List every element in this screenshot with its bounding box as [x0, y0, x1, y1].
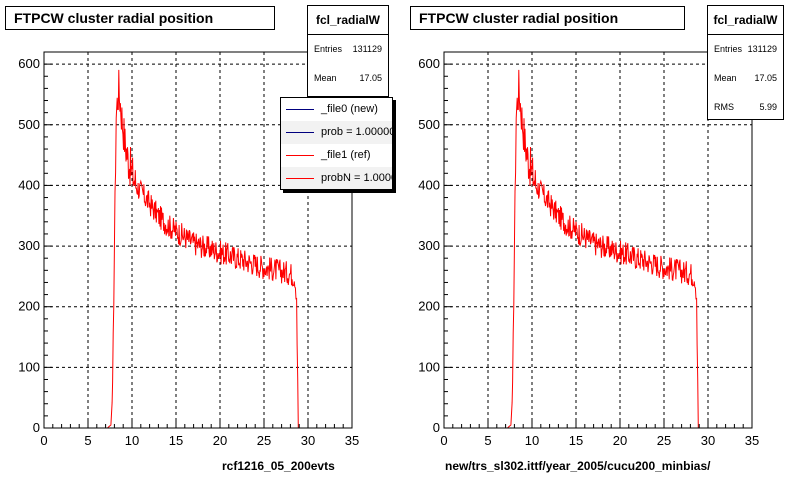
x-tick-label: 15 [569, 433, 583, 448]
x-tick-label: 0 [440, 433, 447, 448]
x-tick-label: 5 [84, 433, 91, 448]
legend-line-swatch [286, 109, 314, 110]
x-tick-label: 5 [484, 433, 491, 448]
legend-label: _file1 (ref) [321, 149, 371, 161]
y-tick-label: 600 [418, 56, 440, 71]
y-tick-label: 0 [33, 420, 40, 435]
left-legend: _file0 (new) prob = 1.000000 _file1 (ref… [280, 97, 393, 190]
x-tick-label: 20 [613, 433, 627, 448]
x-tick-label: 10 [525, 433, 539, 448]
stats-label: Entries [314, 44, 343, 54]
y-tick-label: 300 [18, 238, 40, 253]
right-chart: 0 5 10 15 20 25 30 35 0 100 200 300 400 500 600 [418, 51, 759, 448]
x-tick-label: 30 [301, 433, 315, 448]
legend-entry: prob = 1.000000 [281, 121, 392, 144]
y-tick-label: 500 [18, 117, 40, 132]
x-tick-label: 35 [745, 433, 759, 448]
data-series-line [444, 69, 752, 429]
right-stats-box: fcl_radialW Entries 131129 Mean 17.05 RMS 5… [707, 5, 784, 120]
stats-value: 17.05 [359, 73, 382, 83]
stats-label: Mean [714, 73, 737, 83]
legend-label: probN = 1.000000 [321, 172, 392, 184]
stats-row-mean: Mean 17.05 [708, 64, 783, 93]
x-tick-label: 35 [345, 433, 359, 448]
stats-value: 5.99 [759, 102, 777, 112]
y-tick-label: 500 [418, 117, 440, 132]
stats-row-rms: RMS 5.99 [708, 93, 783, 122]
y-tick-label: 300 [418, 238, 440, 253]
y-tick-label: 100 [18, 359, 40, 374]
stats-value: 131129 [352, 44, 382, 54]
legend-label: prob = 1.000000 [321, 126, 392, 138]
legend-entry: _file1 (ref) [281, 144, 392, 167]
y-tick-label: 400 [18, 177, 40, 192]
legend-label: _file0 (new) [321, 103, 378, 115]
stats-name: fcl_radialW [308, 6, 388, 35]
stats-name: fcl_radialW [708, 6, 783, 35]
x-tick-label: 25 [257, 433, 271, 448]
y-tick-label: 400 [418, 177, 440, 192]
legend-entry: _file0 (new) [281, 98, 392, 121]
legend-line-swatch [286, 155, 314, 156]
y-tick-label: 600 [18, 56, 40, 71]
x-tick-label: 25 [657, 433, 671, 448]
stats-label: Mean [314, 73, 337, 83]
stats-row-entries: Entries 131129 [708, 35, 783, 64]
left-footer-label: rcf1216_05_200evts [222, 459, 335, 473]
right-footer-label: new/trs_sl302.ittf/year_2005/cucu200_min… [445, 459, 711, 473]
plot-frame [43, 51, 353, 429]
x-tick-label: 10 [125, 433, 139, 448]
y-tick-label: 0 [433, 420, 440, 435]
plot-frame [443, 51, 753, 429]
legend-line-swatch [286, 132, 314, 133]
stats-row-mean: Mean 17.05 [308, 64, 388, 93]
stats-value: 17.05 [754, 73, 777, 83]
x-tick-label: 15 [169, 433, 183, 448]
stats-label: RMS [714, 102, 734, 112]
x-tick-label: 20 [213, 433, 227, 448]
x-tick-label: 30 [701, 433, 715, 448]
left-stats-box: fcl_radialW Entries 131129 Mean 17.05 [307, 5, 389, 97]
stats-value: 131129 [747, 44, 777, 54]
y-tick-label: 200 [18, 299, 40, 314]
legend-line-swatch [286, 178, 314, 179]
left-plot-title: FTPCW cluster radial position [5, 6, 275, 30]
y-tick-label: 100 [418, 359, 440, 374]
y-tick-label: 200 [418, 299, 440, 314]
stats-row-entries: Entries 131129 [308, 35, 388, 64]
right-plot-title: FTPCW cluster radial position [410, 6, 685, 30]
x-tick-label: 0 [40, 433, 47, 448]
stats-label: Entries [714, 44, 743, 54]
legend-entry: probN = 1.000000 [281, 167, 392, 189]
